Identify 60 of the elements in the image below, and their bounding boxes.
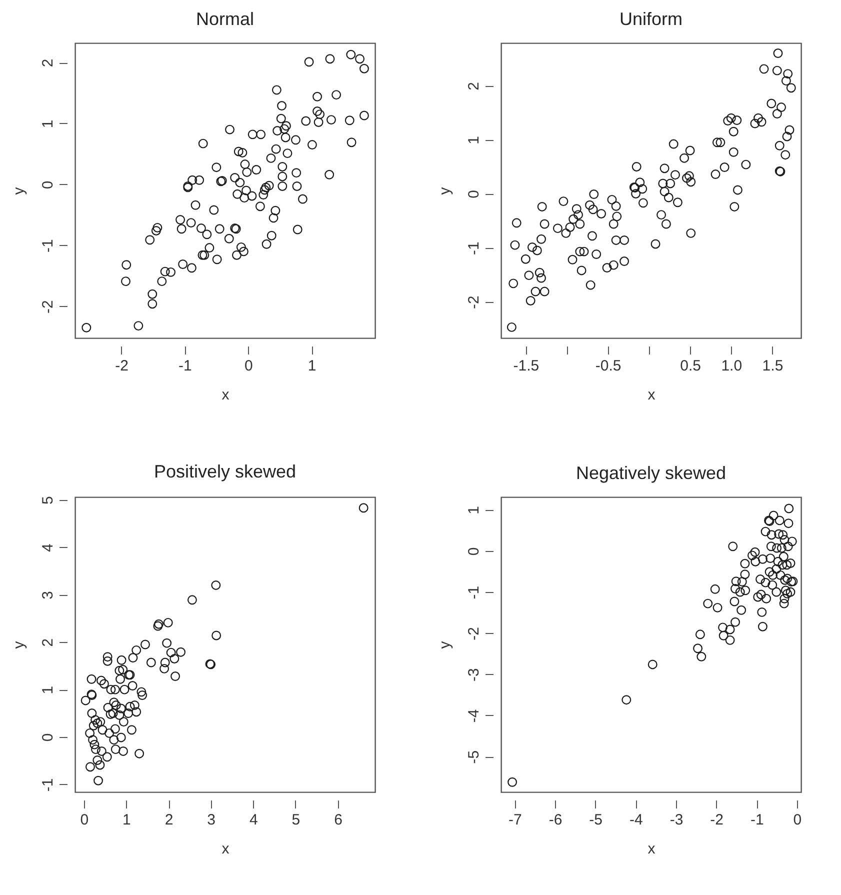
chart-title: Uniform <box>619 9 683 29</box>
y-tick-label: 2 <box>40 638 56 647</box>
x-tick-label: -2 <box>115 358 128 374</box>
x-tick-label: -2 <box>710 812 724 828</box>
x-tick-label: 3 <box>207 812 216 828</box>
x-tick-label: 0 <box>244 358 253 374</box>
y-tick-label: 1 <box>40 120 56 128</box>
x-tick-label: -0.5 <box>595 358 622 374</box>
chart-title: Normal <box>196 9 254 29</box>
x-tick-label: -3 <box>670 812 684 828</box>
chart-title: Positively skewed <box>154 462 296 482</box>
y-axis-title: y <box>10 186 28 195</box>
x-tick-label: 0 <box>80 812 89 828</box>
y-tick-label: -4 <box>466 709 482 723</box>
y-tick-label: -2 <box>466 627 482 640</box>
x-tick-label: 0 <box>793 812 802 828</box>
y-tick-label: -1 <box>466 242 482 255</box>
x-tick-label: -5 <box>589 812 603 828</box>
x-tick-label: 0.5 <box>680 358 701 374</box>
y-tick-label: 2 <box>466 82 482 90</box>
x-tick-label: -1.5 <box>513 358 540 374</box>
x-tick-label: -4 <box>630 812 643 828</box>
y-tick-label: 2 <box>40 58 56 68</box>
y-tick-label: -1 <box>466 586 482 600</box>
x-tick-label: 1.5 <box>762 358 784 374</box>
x-axis-title: x <box>648 840 656 858</box>
y-axis-title: y <box>10 640 28 649</box>
x-tick-label: -1 <box>750 812 764 828</box>
x-tick-label: -6 <box>548 812 562 828</box>
y-tick-label: 0 <box>466 190 482 198</box>
y-tick-label: 1 <box>40 686 56 694</box>
y-tick-label: 0 <box>40 733 56 742</box>
x-tick-label: 2 <box>164 812 174 828</box>
chart-title: Negatively skewed <box>576 463 726 483</box>
y-tick-label: 1 <box>466 136 482 144</box>
x-axis-title: x <box>222 386 230 404</box>
y-tick-label: -2 <box>40 300 56 314</box>
x-tick-label: 5 <box>292 812 300 828</box>
y-tick-label: 0 <box>466 547 482 556</box>
y-tick-label: 3 <box>40 591 56 600</box>
y-tick-label: 4 <box>40 544 56 552</box>
y-tick-label: 5 <box>40 496 56 505</box>
y-tick-label: -3 <box>466 668 482 682</box>
y-axis-title: y <box>436 186 454 195</box>
y-tick-label: -2 <box>466 296 482 309</box>
x-tick-label: 4 <box>249 812 258 828</box>
x-tick-label: 1 <box>122 812 131 828</box>
y-axis-title: y <box>436 640 454 649</box>
y-tick-label: -1 <box>40 239 56 253</box>
y-tick-label: -5 <box>466 750 482 764</box>
y-tick-label: 1 <box>466 506 482 514</box>
x-tick-label: -7 <box>508 812 522 828</box>
x-tick-label: 1.0 <box>721 358 742 374</box>
x-tick-label: -1 <box>178 358 192 374</box>
x-tick-label: 6 <box>334 812 342 828</box>
y-tick-label: -1 <box>40 778 56 792</box>
x-axis-title: x <box>648 386 656 404</box>
x-tick-label: 1 <box>308 358 316 374</box>
y-tick-label: 0 <box>40 180 56 190</box>
x-axis-title: x <box>222 840 230 858</box>
